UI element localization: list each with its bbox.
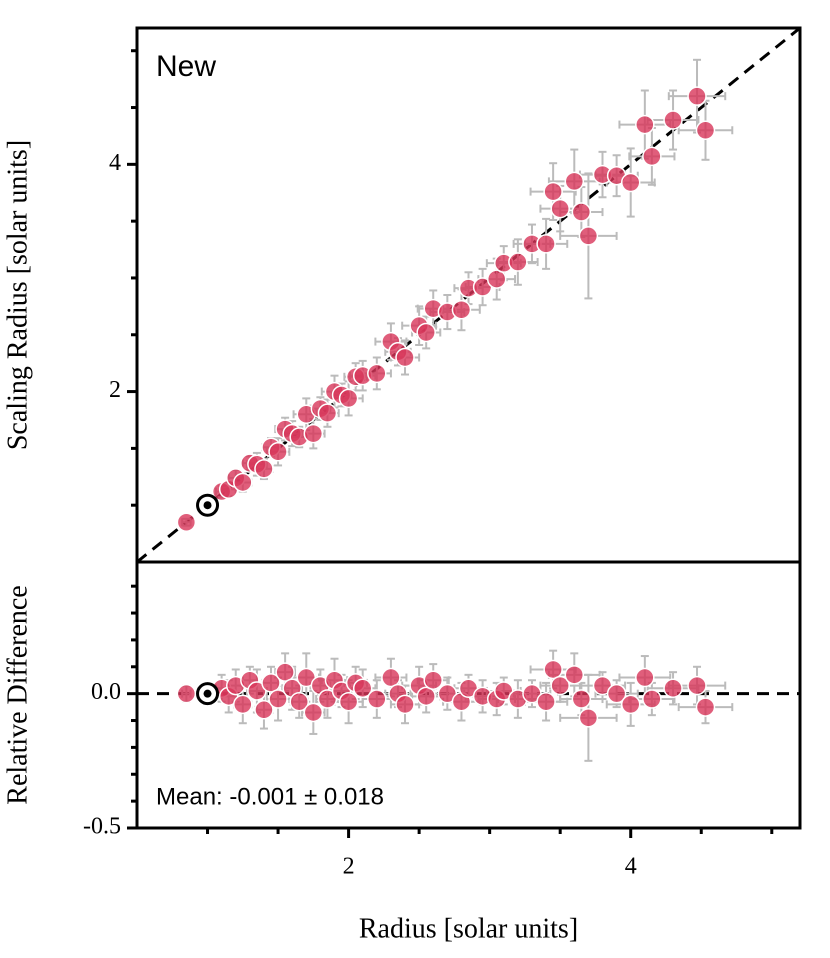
data-point	[176, 512, 197, 532]
x-tick-label: 4	[625, 854, 637, 880]
data-point	[254, 700, 274, 720]
data-point	[571, 202, 592, 222]
data-point	[261, 673, 281, 693]
data-point	[663, 110, 683, 130]
y-tick-label: -0.5	[83, 814, 121, 840]
data-point	[367, 363, 387, 384]
data-point	[303, 423, 324, 444]
data-point	[367, 689, 387, 709]
data-point	[423, 670, 443, 690]
data-point	[233, 694, 253, 715]
data-point	[176, 683, 197, 704]
y-axis-label: Relative Difference	[2, 585, 33, 804]
data-point	[303, 702, 324, 723]
data-point	[687, 675, 707, 696]
highlight-dot	[203, 501, 212, 510]
data-point	[620, 172, 641, 193]
data-point	[338, 691, 359, 712]
data-point	[550, 198, 570, 219]
data-point	[254, 459, 274, 479]
x-axis-label: Radius [solar units]	[359, 913, 578, 944]
data-point	[543, 659, 563, 680]
data-point	[635, 114, 655, 135]
data-point	[338, 388, 359, 409]
y-tick-label: 0.0	[91, 679, 121, 705]
data-point	[543, 181, 563, 202]
data-point	[317, 403, 338, 423]
data-point	[635, 667, 655, 688]
y-tick-label: 2	[109, 377, 121, 403]
data-point	[381, 667, 401, 688]
x-tick-label: 2	[343, 854, 355, 880]
data-point	[536, 691, 556, 712]
data-point	[550, 675, 570, 696]
data-point	[606, 683, 627, 704]
data-point	[289, 691, 309, 712]
annotation: New	[156, 50, 216, 83]
data-point	[571, 689, 592, 709]
data-point	[275, 662, 295, 682]
plot-area	[137, 649, 800, 762]
data-point	[564, 171, 585, 192]
data-point	[233, 472, 253, 493]
data-point	[564, 665, 585, 685]
data-point	[536, 234, 556, 254]
data-point	[695, 120, 716, 141]
data-point	[395, 694, 415, 715]
data-point	[620, 694, 641, 715]
y-axis-label: Scaling Radius [solar units]	[2, 140, 33, 450]
data-point	[416, 686, 436, 707]
data-point	[451, 300, 472, 320]
data-point	[268, 442, 288, 462]
data-point	[642, 146, 662, 167]
data-point	[352, 678, 373, 699]
data-point	[687, 86, 707, 106]
annotation: Mean: -0.001 ± 0.018	[156, 783, 384, 810]
y-tick-label: 4	[109, 150, 121, 176]
data-point	[578, 226, 599, 246]
data-point	[663, 678, 683, 699]
data-point	[416, 322, 436, 343]
data-point	[486, 269, 507, 289]
data-point	[578, 708, 599, 728]
data-point	[268, 689, 288, 709]
highlight-dot	[203, 689, 212, 698]
data-point	[695, 697, 716, 717]
plot-area	[137, 28, 800, 562]
data-point	[642, 689, 662, 709]
data-point	[508, 252, 528, 272]
data-point	[395, 347, 415, 368]
